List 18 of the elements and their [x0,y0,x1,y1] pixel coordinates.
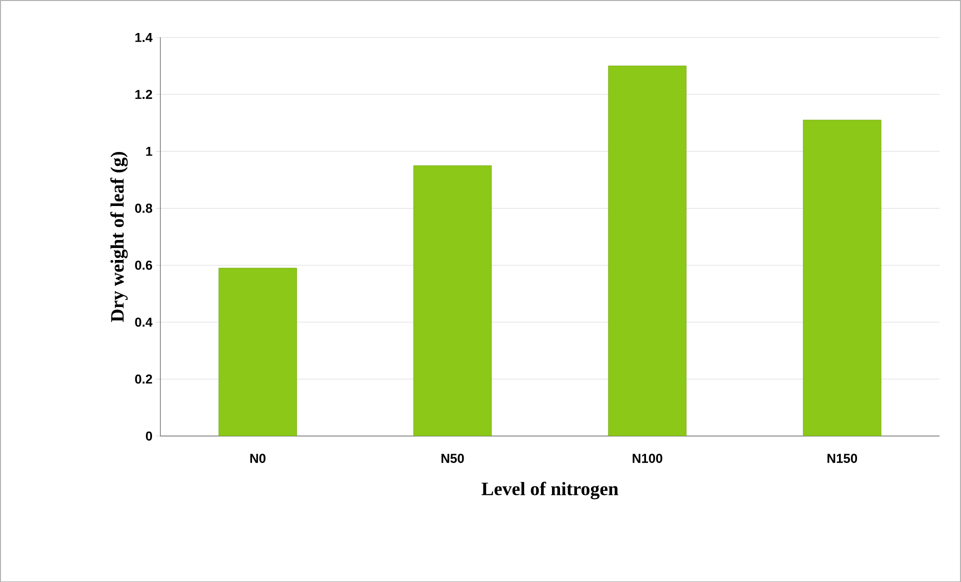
y-tick-label: 1.4 [135,32,153,42]
x-axis-title: Level of nitrogen [482,482,618,500]
x-tick-label: N150 [828,454,858,463]
y-axis-title: Dry weight of leaf (g) [110,152,128,322]
x-tick-label: N100 [632,454,662,463]
bar [608,66,686,436]
y-tick-label: 0.6 [135,260,152,270]
y-tick-label: 1 [146,146,152,156]
bar [413,165,492,436]
y-tick-label: 0.8 [135,203,152,213]
x-tick-label: N0 [250,454,266,463]
y-tick-label: 1.2 [135,90,152,99]
x-tick-label: N50 [442,454,464,463]
y-tick-label: 0.4 [135,317,153,327]
bar [802,120,882,436]
y-tick-label: 0.2 [135,374,152,384]
bar [218,268,297,436]
y-tick-label: 0 [146,431,152,440]
